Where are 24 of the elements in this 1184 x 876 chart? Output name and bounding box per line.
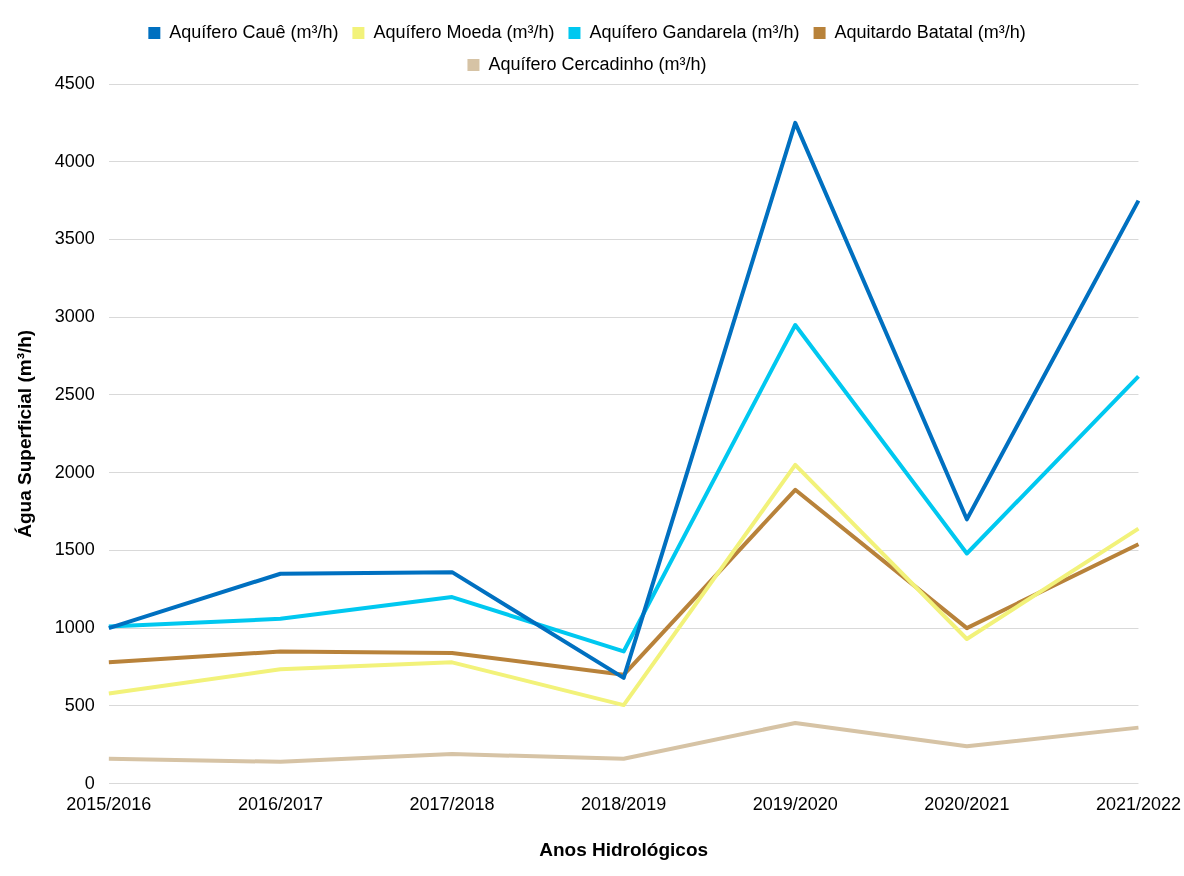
legend-label: Aquífero Gandarela (m³/h) <box>589 21 800 42</box>
y-tick-label: 2500 <box>54 383 95 404</box>
legend-label: Aquitardo Batatal (m³/h) <box>834 21 1026 42</box>
y-tick-label: 3000 <box>54 306 95 327</box>
legend-label: Aquífero Moeda (m³/h) <box>373 21 555 42</box>
x-tick-label: 2020/2021 <box>924 794 1010 815</box>
y-tick-label: 0 <box>84 772 95 793</box>
y-tick-label: 4000 <box>54 150 95 171</box>
y-tick-label: 1000 <box>54 617 95 638</box>
y-tick-label: 4500 <box>54 72 95 93</box>
x-axis-title: Anos Hidrológicos <box>539 838 709 860</box>
x-tick-label: 2017/2018 <box>409 794 495 815</box>
y-axis-title: Água Superficial (m³/h) <box>13 329 35 538</box>
legend-label: Aquífero Cauê (m³/h) <box>169 21 339 42</box>
x-tick-label: 2018/2019 <box>581 794 667 815</box>
y-tick-label: 1500 <box>54 539 95 560</box>
y-tick-label: 500 <box>64 694 95 715</box>
x-tick-label: 2021/2022 <box>1095 794 1181 815</box>
x-tick-label: 2019/2020 <box>752 794 838 815</box>
legend-label: Aquífero Cercadinho (m³/h) <box>488 53 707 74</box>
y-tick-label: 2000 <box>54 461 95 482</box>
x-tick-label: 2015/2016 <box>66 794 152 815</box>
y-tick-label: 3500 <box>54 228 95 249</box>
x-tick-label: 2016/2017 <box>237 794 323 815</box>
